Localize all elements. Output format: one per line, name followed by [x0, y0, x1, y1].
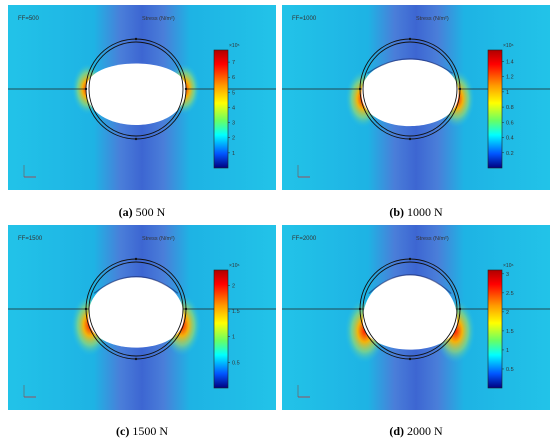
colorbar-tick-label: 4	[232, 105, 235, 111]
force-label: FF=1500	[18, 236, 43, 242]
caption-c-text: 1500 N	[129, 424, 168, 438]
contact-edge	[93, 276, 179, 294]
caption-d-letter: (d)	[389, 424, 404, 438]
pipe-node	[358, 87, 362, 91]
caption-b-letter: (b)	[389, 205, 404, 219]
caption-b-text: 1000 N	[404, 205, 443, 219]
colorbar-tick-label: 1	[506, 90, 509, 96]
pipe-node	[84, 307, 88, 311]
colorbar-exponent: ×10⁶	[503, 43, 514, 49]
colorbar-tick-label: 3	[232, 121, 235, 127]
colorbar-tick-label: 1	[506, 348, 509, 354]
stress-plot-b: FF=1000 Stress (N/m²) ×10⁶ 1.4 1.2 1 0.8 0.6 0.4…	[282, 5, 550, 190]
colorbar-exponent: ×10⁶	[503, 263, 514, 269]
caption-a: (a) 500 N	[8, 205, 276, 220]
force-label: FF=500	[18, 16, 40, 22]
stress-panel-a: FF=500 Stress (N/m²) ×10⁵ 7 6 5 4 3 2 1	[8, 5, 276, 190]
colorbar	[213, 269, 229, 389]
pipe-node	[458, 307, 462, 311]
caption-c-letter: (c)	[116, 424, 130, 438]
colorbar-tick-label: 2	[232, 136, 235, 142]
pipe-node	[134, 357, 138, 361]
pipe-node	[84, 87, 88, 91]
contact-edge	[368, 274, 452, 294]
pipe-node	[134, 37, 138, 41]
caption-c: (c) 1500 N	[8, 424, 276, 439]
deformed-hole	[86, 63, 186, 125]
colorbar-tick-label: 1.4	[506, 59, 514, 65]
pipe-node	[408, 357, 412, 361]
colorbar	[487, 49, 503, 169]
caption-d-text: 2000 N	[404, 424, 443, 438]
pipe-ring-inner	[88, 261, 184, 357]
colorbar-tick-label: 1.5	[232, 309, 240, 315]
colorbar-exponent: ×10⁵	[229, 43, 240, 49]
deformed-hole	[88, 277, 184, 348]
pipe-node	[184, 307, 188, 311]
pipe-ring-inner	[362, 41, 458, 137]
force-label: FF=1000	[292, 16, 317, 22]
colorbar	[487, 269, 503, 389]
stress-title: Stress (N/m²)	[416, 16, 449, 22]
colorbar-tick-label: 6	[232, 75, 235, 81]
stress-title: Stress (N/m²)	[142, 236, 175, 242]
stress-panel-c: FF=1500 Stress (N/m²) ×10⁶ 2 1.5 1 0.5	[8, 225, 276, 410]
caption-a-letter: (a)	[118, 205, 133, 219]
colorbar-tick-label: 0.6	[506, 120, 514, 126]
stress-title: Stress (N/m²)	[142, 16, 175, 22]
stress-panel-b: FF=1000 Stress (N/m²) ×10⁶ 1.4 1.2 1 0.8 0.6 0.4…	[282, 5, 550, 190]
caption-b: (b) 1000 N	[282, 205, 550, 220]
colorbar-tick-label: 0.5	[506, 367, 514, 373]
pipe-node	[184, 87, 188, 91]
stress-panel-d: FF=2000 Stress (N/m²) ×10⁶ 3 2.5 2 1.5 1 0.5	[282, 225, 550, 410]
colorbar-tick-label: 1	[232, 335, 235, 341]
deformed-hole	[362, 275, 458, 350]
colorbar-tick-label: 2	[232, 283, 235, 289]
pipe-node	[408, 257, 412, 261]
colorbar-exponent: ×10⁶	[229, 263, 240, 269]
stress-title: Stress (N/m²)	[416, 236, 449, 242]
colorbar-tick-label: 0.8	[506, 105, 514, 111]
colorbar-tick-label: 7	[232, 60, 235, 66]
colorbar-tick-label: 1	[232, 151, 235, 157]
colorbar-tick-label: 5	[232, 90, 235, 96]
colorbar-tick-label: 2.5	[506, 291, 514, 297]
pipe-ring-inner	[88, 41, 184, 137]
pipe-node	[358, 307, 362, 311]
pipe-node	[408, 137, 412, 141]
caption-a-text: 500 N	[132, 205, 166, 219]
force-label: FF=2000	[292, 236, 317, 242]
pipe-node	[458, 87, 462, 91]
deformed-hole	[361, 59, 459, 127]
contact-edge	[367, 58, 453, 74]
colorbar-tick-label: 1.2	[506, 75, 514, 81]
colorbar-tick-label: 1.5	[506, 329, 514, 335]
colorbar-tick-label: 2	[506, 310, 509, 316]
pipe-node	[134, 257, 138, 261]
stress-plot-d: FF=2000 Stress (N/m²) ×10⁶ 3 2.5 2 1.5 1 0.5	[282, 225, 550, 410]
colorbar-tick-label: 0.4	[506, 136, 514, 142]
stress-plot-a: FF=500 Stress (N/m²) ×10⁵ 7 6 5 4 3 2 1	[8, 5, 276, 190]
stress-plot-c: FF=1500 Stress (N/m²) ×10⁶ 2 1.5 1 0.5	[8, 225, 276, 410]
caption-d: (d) 2000 N	[282, 424, 550, 439]
colorbar-tick-label: 0.2	[506, 151, 514, 157]
colorbar-tick-label: 0.5	[232, 360, 240, 366]
pipe-node	[408, 37, 412, 41]
pipe-node	[134, 137, 138, 141]
colorbar-tick-label: 3	[506, 272, 509, 278]
colorbar	[213, 49, 229, 169]
pipe-ring-inner	[362, 261, 458, 357]
